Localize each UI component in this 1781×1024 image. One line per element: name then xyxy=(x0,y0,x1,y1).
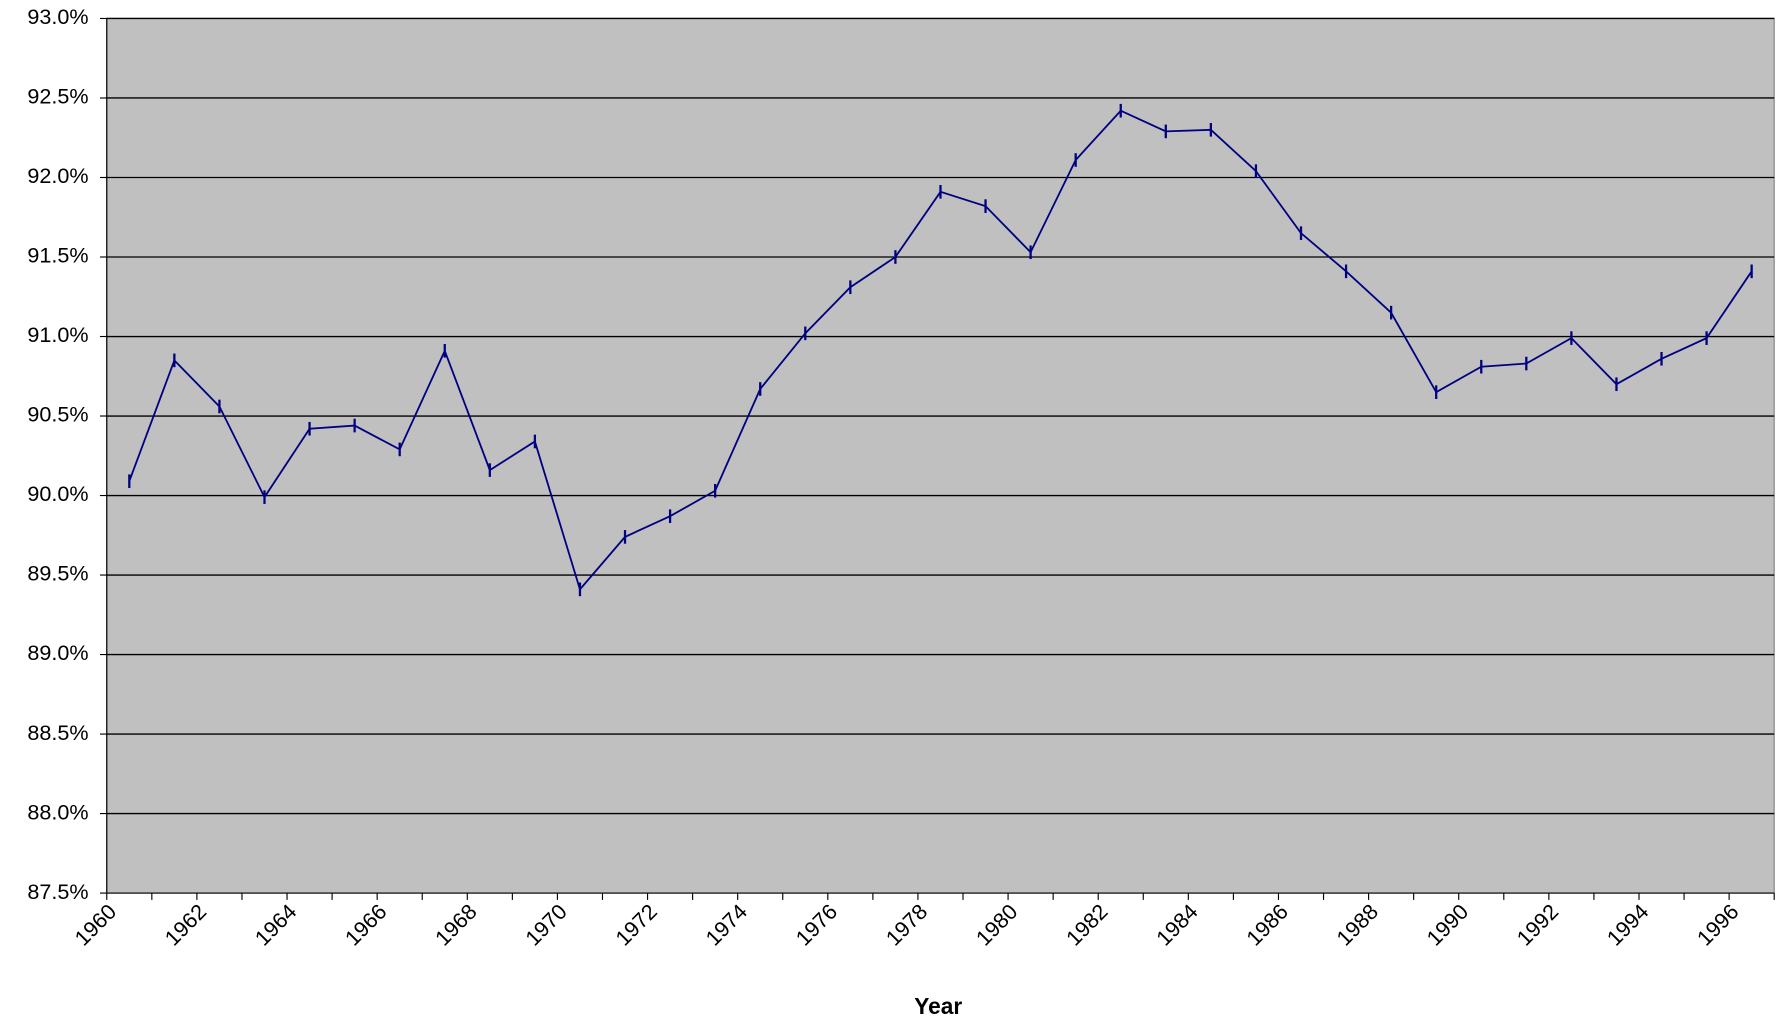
y-tick-label: 88.0% xyxy=(27,799,88,824)
x-tick-label: 1994 xyxy=(1602,899,1654,951)
x-tick-label: 1992 xyxy=(1512,899,1564,951)
y-tick-label: 92.0% xyxy=(27,163,88,188)
x-tick-label: 1976 xyxy=(791,899,843,951)
x-tick-label: 1980 xyxy=(971,899,1023,951)
y-tick-label: 88.5% xyxy=(27,720,88,745)
y-tick-label: 89.0% xyxy=(27,640,88,665)
x-tick-label: 1972 xyxy=(610,899,662,951)
x-tick-label: 1966 xyxy=(340,899,392,951)
x-tick-label: 1988 xyxy=(1331,899,1383,951)
x-tick-label: 1968 xyxy=(430,899,482,951)
y-tick-label: 93.0% xyxy=(27,4,88,29)
x-tick-label: 1960 xyxy=(70,899,122,951)
x-tick-label: 1978 xyxy=(881,899,933,951)
x-tick-label: 1962 xyxy=(160,899,212,951)
plot-area xyxy=(106,17,1775,894)
y-tick-label: 90.5% xyxy=(27,402,88,427)
x-axis-title: Year xyxy=(914,993,962,1019)
x-tick-label: 1982 xyxy=(1061,899,1113,951)
y-tick-label: 90.0% xyxy=(27,481,88,506)
x-tick-label: 1964 xyxy=(250,899,302,951)
x-tick-label: 1974 xyxy=(700,899,752,951)
y-tick-label: 91.0% xyxy=(27,322,88,347)
x-tick-label: 1990 xyxy=(1421,899,1473,951)
y-tick-label: 91.5% xyxy=(27,243,88,268)
y-tick-label: 87.5% xyxy=(27,879,88,904)
y-tick-label: 92.5% xyxy=(27,84,88,109)
x-tick-label: 1984 xyxy=(1151,899,1203,951)
x-tick-label: 1986 xyxy=(1241,899,1293,951)
y-tick-label: 89.5% xyxy=(27,561,88,586)
x-tick-label: 1996 xyxy=(1692,899,1744,951)
x-tick-label: 1970 xyxy=(520,899,572,951)
